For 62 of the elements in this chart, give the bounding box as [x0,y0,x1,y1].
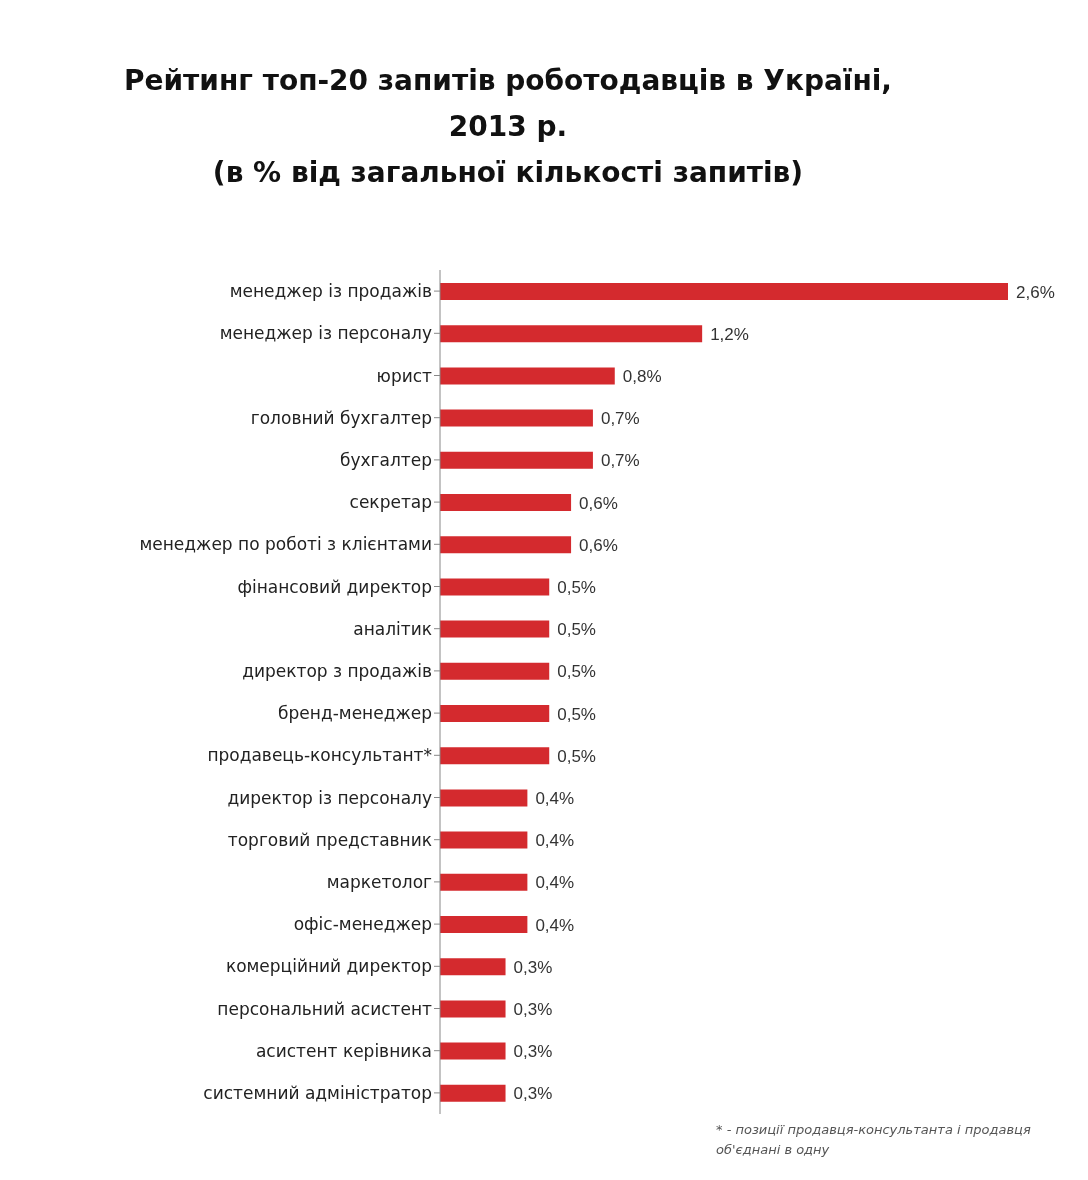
data-label: 0,3% [513,1084,553,1104]
bar [440,747,550,765]
data-label: 0,5% [557,662,596,682]
bar [440,789,528,807]
data-label: 0,7% [600,451,640,471]
bar [440,1000,506,1018]
y-tick-label: асистент керівника [255,1040,432,1061]
bar [440,620,550,638]
bar [440,283,1008,300]
y-tick-label: системний адміністратор [203,1082,432,1103]
data-label: 0,3% [513,1042,553,1062]
y-tick-label: менеджер по роботі з клієнтами [139,534,432,555]
bar [440,831,528,849]
data-label: 1,2% [710,324,749,344]
data-label: 0,5% [557,746,596,766]
chart-title: Рейтинг топ-20 запитів роботодавців в Україні, 2013 р. (в % від загальної кількості запитів) [123,63,893,191]
data-label: 0,4% [535,915,575,935]
data-label: 0,5% [557,704,596,724]
data-label: 0,4% [535,831,575,851]
y-tick-label: торговий представник [227,829,432,850]
bar [440,536,572,554]
data-label: 0,8% [622,366,662,386]
y-tick-label: офіс-менеджер [293,914,432,935]
data-label: 0,3% [513,957,553,977]
bar [440,409,593,427]
data-label: 0,4% [535,873,575,893]
data-label: 0,7% [600,409,640,429]
bar [440,873,528,891]
y-tick-label: директор з продажів [242,660,432,681]
bar [440,1042,506,1060]
data-label: 0,5% [557,620,596,640]
bar [440,705,550,722]
y-tick-label: продавець-консультант* [207,745,432,766]
y-tick-label: фінансовий директор [237,576,432,597]
data-label: 0,6% [579,535,618,555]
y-tick-label: бренд-менеджер [278,703,432,724]
y-tick-label: головний бухгалтер [250,407,432,428]
bar [440,494,572,511]
bar [440,325,703,343]
y-tick-label: комерційний директор [225,956,432,977]
y-tick-label: персональний асистент [217,998,433,1019]
bar [440,578,550,596]
y-tick-label: секретар [349,492,432,513]
bar [440,916,528,933]
text: * - позиції продавця-консультанта і продавця об'єднані в одну [716,1121,1032,1159]
y-tick-label: менеджер із персоналу [219,323,432,344]
y-tick-label: маркетолог [326,871,433,892]
y-tick-label: юрист [376,365,433,386]
bar [440,451,593,469]
data-label: 0,6% [579,493,618,513]
y-tick-label: директор із персоналу [227,787,432,808]
bar [440,1084,506,1102]
y-tick-label: аналітик [353,618,432,639]
bar [440,662,550,680]
data-label: 2,6% [1016,282,1055,302]
bar [440,958,506,976]
data-label: 0,5% [557,577,596,597]
y-tick-label: бухгалтер [340,449,432,470]
data-label: 0,4% [535,788,575,808]
data-label: 0,3% [513,999,553,1019]
y-tick-label: менеджер із продажів [229,281,432,302]
bar [440,367,615,385]
